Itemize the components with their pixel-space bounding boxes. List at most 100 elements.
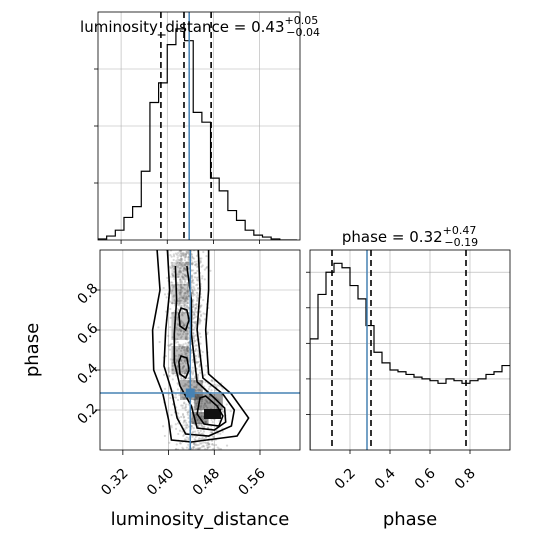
joint-scatter-point [192, 310, 195, 314]
joint-scatter-point [184, 253, 188, 256]
joint-scatter-point [179, 281, 182, 284]
joint-scatter-point [211, 443, 214, 446]
joint-scatter-point [214, 443, 218, 447]
joint-scatter-point [183, 259, 187, 262]
joint-scatter-point [177, 355, 180, 358]
hist1-step-line [98, 28, 298, 240]
joint-scatter-point [177, 329, 180, 332]
joint-scatter-point [196, 260, 199, 263]
joint-scatter-point [182, 414, 185, 417]
joint-scatter-point [182, 323, 185, 327]
joint-truth-marker [185, 388, 195, 398]
joint-scatter-point [183, 273, 186, 276]
joint-scatter-point [180, 377, 183, 380]
joint-scatter-point [182, 263, 186, 266]
joint-scatter-point [168, 345, 171, 348]
phase-x-ticks: 0.2 0.4 0.6 0.8 [332, 465, 479, 492]
joint-scatter-point [229, 410, 232, 413]
joint-scatter-point [204, 441, 207, 444]
joint-scatter-point [172, 258, 175, 262]
joint-scatter-point [179, 270, 183, 273]
joint-scatter-point [180, 286, 183, 289]
joint-scatter-point [195, 354, 198, 358]
joint-scatter-point [204, 313, 207, 316]
joint-scatter-point [171, 312, 174, 315]
joint-scatter-point [222, 410, 225, 414]
joint-scatter-point [180, 296, 183, 299]
joint-scatter-point [197, 353, 200, 356]
joint-scatter-point [185, 283, 188, 286]
joint-scatter-point [198, 318, 201, 321]
joint-scatter-point [180, 280, 183, 283]
joint-scatter-point [178, 393, 181, 397]
joint-scatter-point [198, 364, 201, 367]
joint-scatter-point [221, 430, 224, 433]
joint-scatter-point [163, 293, 167, 296]
joint-scatter-point [187, 341, 190, 345]
joint-density-cell [171, 262, 189, 278]
joint-scatter-point [182, 343, 185, 346]
joint-scatter-point [180, 290, 183, 293]
joint-scatter-point [186, 330, 189, 333]
joint-scatter-point [211, 431, 214, 434]
joint-scatter-point [192, 303, 195, 306]
joint-density-cell [171, 284, 189, 304]
joint-scatter-point [181, 366, 185, 369]
joint-scatter-point [182, 295, 186, 298]
joint-scatter-point [196, 269, 199, 272]
joint-scatter-point [183, 324, 186, 327]
joint-scatter-point [193, 293, 196, 296]
joint-scatter-point [193, 399, 197, 402]
joint-scatter-point [166, 276, 169, 280]
joint-scatter-point [179, 329, 183, 332]
joint-scatter-point [177, 271, 180, 274]
joint-scatter-point [193, 409, 196, 412]
joint-scatter-point [185, 446, 189, 449]
joint-scatter-point [187, 346, 190, 349]
joint-scatter-point [199, 442, 202, 445]
joint-scatter-point [195, 361, 198, 364]
joint-scatter-point [180, 304, 183, 307]
joint-scatter-point [191, 256, 194, 260]
joint-scatter-point [183, 359, 186, 362]
phase-x-tick-label: 0.6 [412, 465, 439, 492]
joint-scatter-point [187, 250, 190, 253]
joint-scatter-point [201, 264, 204, 267]
joint-scatter-point [183, 294, 186, 297]
joint-scatter-point [209, 401, 212, 404]
joint-scatter-point [192, 292, 195, 295]
joint-scatter-point [179, 258, 182, 261]
joint-scatter-point [199, 342, 202, 345]
joint-scatter-point [185, 261, 188, 264]
joint-scatter-point [185, 252, 189, 255]
joint-scatter-point [204, 420, 208, 423]
joint-scatter-point [195, 344, 199, 347]
joint-scatter-point [193, 339, 196, 342]
joint-scatter-point [198, 447, 201, 450]
joint-scatter-point [167, 393, 170, 396]
joint-scatter-point [210, 379, 214, 382]
joint-scatter-point [176, 266, 180, 269]
joint-scatter-point [182, 322, 186, 326]
joint-scatter-point [182, 296, 185, 299]
joint-scatter-point [165, 310, 168, 313]
joint-scatter-point [178, 269, 181, 272]
joint-scatter-point [203, 373, 207, 376]
joint-scatter-point [179, 279, 182, 282]
joint-scatter-point [179, 251, 182, 254]
joint-scatter-point [196, 447, 199, 450]
joint-scatter-point [175, 448, 178, 450]
joint-scatter-point [197, 388, 200, 391]
joint-scatter-point [195, 402, 198, 405]
joint-scatter-point [178, 292, 181, 295]
joint-scatter-point [192, 427, 195, 430]
joint-scatter-point [170, 284, 174, 287]
joint-scatter-point [172, 295, 175, 298]
joint-scatter-point [202, 312, 205, 315]
joint-scatter-point [186, 301, 189, 305]
hist2-title-value: 0.32 [409, 228, 442, 246]
joint-scatter-point [184, 332, 188, 335]
joint-scatter-point [194, 272, 197, 275]
joint-scatter-point [185, 294, 188, 298]
joint-scatter-point [200, 412, 203, 415]
